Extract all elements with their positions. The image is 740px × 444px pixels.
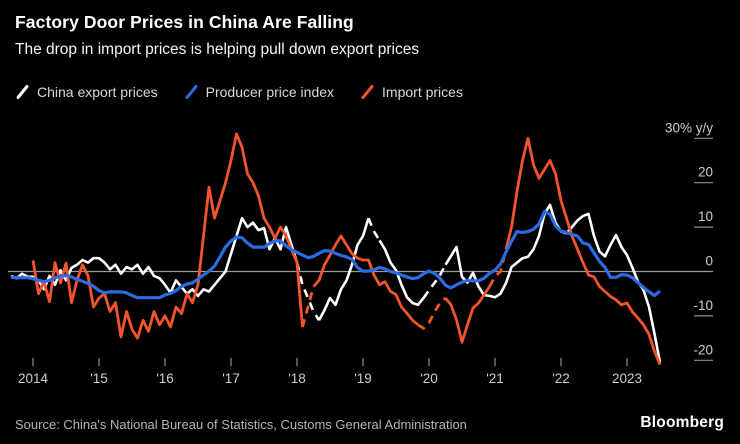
series-line-import-prices-dashed <box>417 297 447 330</box>
y-axis-label: 20 <box>698 165 713 180</box>
line-swatch-icon <box>16 85 29 99</box>
y-axis-label: -10 <box>693 298 713 313</box>
x-axis-label: 2023 <box>612 371 642 386</box>
series-line-china-export-prices <box>10 216 299 298</box>
x-axis-label: '17 <box>222 371 240 386</box>
series-line-import-prices <box>444 285 491 344</box>
x-axis-label: 2014 <box>18 371 49 386</box>
series-line-china-export-prices <box>317 217 370 321</box>
x-axis-label: '19 <box>354 371 372 386</box>
x-axis-label: '15 <box>90 371 108 386</box>
line-swatch-icon <box>361 85 374 99</box>
x-axis-label: '21 <box>486 371 504 386</box>
legend-item-import-prices: Import prices <box>360 84 463 100</box>
series-line-import-prices <box>312 234 419 326</box>
legend-label: China export prices <box>37 84 158 100</box>
series-line-china-export-prices-dashed <box>295 262 321 321</box>
series-line-import-prices <box>31 132 304 340</box>
legend-label: Import prices <box>382 84 463 100</box>
page-subtitle: The drop in import prices is helping pul… <box>15 41 420 58</box>
y-axis-label: 10 <box>698 209 713 224</box>
y-axis-label: 30% y/y <box>665 120 713 135</box>
legend-item-producer-price-index: Producer price index <box>184 84 334 100</box>
series-line-china-export-prices-dashed <box>367 217 381 242</box>
line-swatch-icon <box>185 85 198 99</box>
series-line-producer-price-index <box>10 210 662 300</box>
bloomberg-logo: Bloomberg <box>640 414 724 431</box>
x-axis-label: '16 <box>156 371 174 386</box>
y-axis-label: 0 <box>705 254 713 269</box>
series-line-china-export-prices <box>378 239 425 307</box>
source-note: Source: China's National Bureau of Stati… <box>15 417 467 432</box>
series-line-import-prices <box>504 136 662 366</box>
series-line-import-prices-dashed <box>301 286 315 328</box>
x-axis-label: '18 <box>288 371 306 386</box>
y-axis-label: -20 <box>693 342 713 357</box>
x-axis-label: '20 <box>420 371 438 386</box>
chart-legend: China export prices Producer price index… <box>15 84 463 100</box>
series-line-china-export-prices-dashed <box>422 264 447 299</box>
page-title: Factory Door Prices in China Are Falling <box>15 12 354 32</box>
series-line-china-export-prices <box>444 203 662 363</box>
legend-label: Producer price index <box>205 84 335 100</box>
x-axis-label: '22 <box>552 371 570 386</box>
legend-item-china-export-prices: China export prices <box>15 84 158 100</box>
